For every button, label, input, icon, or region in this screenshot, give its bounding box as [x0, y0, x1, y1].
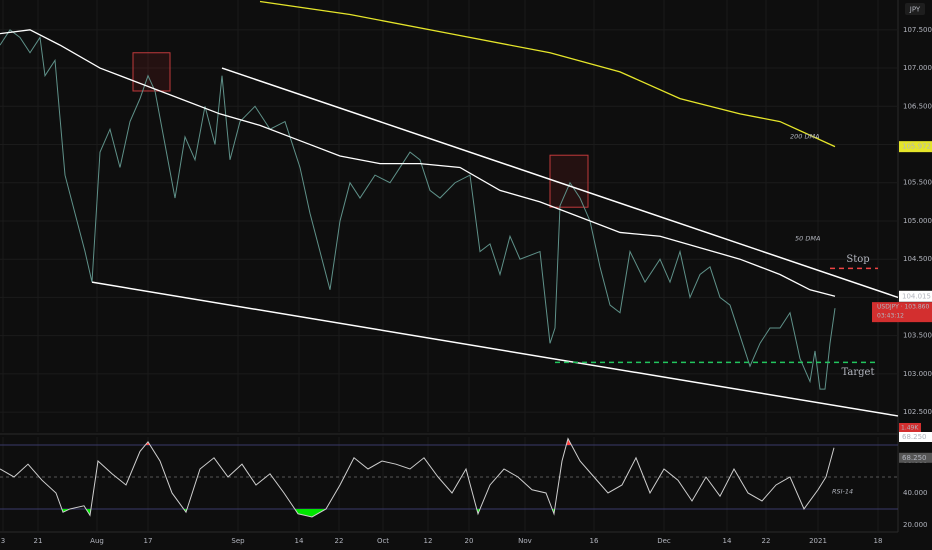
x-tick-label: Aug	[90, 537, 104, 545]
y-tick-label: 103.000	[903, 370, 932, 378]
price-tag-bg	[899, 141, 932, 153]
level-label: Target	[842, 367, 875, 378]
price-tag: 105.972	[902, 143, 931, 151]
x-tick-label: 22	[762, 537, 771, 545]
y-tick-label: 20.000	[903, 521, 928, 529]
y-tick-label: 107.500	[903, 26, 932, 34]
x-tick-label: 22	[335, 537, 344, 545]
rsi-tag: 68.250	[902, 454, 927, 462]
volume-tag-bg	[899, 423, 921, 433]
rsi-line	[0, 437, 835, 518]
highlight-box	[132, 52, 171, 92]
series-label: 50 DMA	[795, 234, 820, 242]
y-tick-label: 106.500	[903, 102, 932, 110]
currency-badge	[905, 3, 925, 15]
x-tick-label: Sep	[231, 537, 245, 545]
y-tick-label: 102.500	[903, 408, 932, 416]
y-tick-label: 103.500	[903, 332, 932, 340]
rsi-tag: 68.250	[902, 433, 927, 441]
x-tick-label: 17	[144, 537, 153, 545]
moving-average	[259, 0, 836, 148]
x-tick-label: 14	[295, 537, 304, 545]
y-tick-label: 105.500	[903, 179, 932, 187]
y-tick-label: 107.000	[903, 64, 932, 72]
rsi-title: RSI-14	[832, 487, 853, 495]
y-tick-label: 104.500	[903, 255, 932, 263]
x-tick-label: Nov	[518, 537, 532, 545]
x-tick-label: 12	[424, 537, 433, 545]
x-tick-label: 2021	[809, 537, 827, 545]
currency: JPY	[909, 6, 921, 14]
last-price-tag-bg	[872, 302, 932, 323]
trendline	[91, 281, 899, 417]
rsi-tag-bg	[899, 432, 932, 442]
price-line	[0, 29, 836, 390]
level-label: Stop	[846, 254, 869, 265]
countdown: 03:43:12	[877, 313, 904, 320]
x-tick-label: 16	[590, 537, 599, 545]
rsi-tag-bg	[899, 452, 932, 463]
x-tick-label: 21	[34, 537, 43, 545]
series-label: 200 DMA	[790, 133, 820, 141]
price-tag-bg	[899, 290, 932, 302]
x-tick-label: 14	[723, 537, 732, 545]
price-tag: 104.015	[902, 292, 931, 300]
moving-average	[0, 29, 836, 297]
last-price-tag: USDJPY · 103.860	[877, 304, 929, 311]
x-tick-label: 18	[874, 537, 883, 545]
trendline	[221, 67, 899, 299]
volume-tag: 1.49K	[901, 425, 919, 432]
x-tick-label: Oct	[377, 537, 389, 545]
x-tick-label: 20	[465, 537, 474, 545]
y-tick-label: 105.000	[903, 217, 932, 225]
x-tick-label: Dec	[657, 537, 671, 545]
x-tick-label: 3	[1, 537, 5, 545]
y-tick-label: 40.000	[903, 489, 928, 497]
